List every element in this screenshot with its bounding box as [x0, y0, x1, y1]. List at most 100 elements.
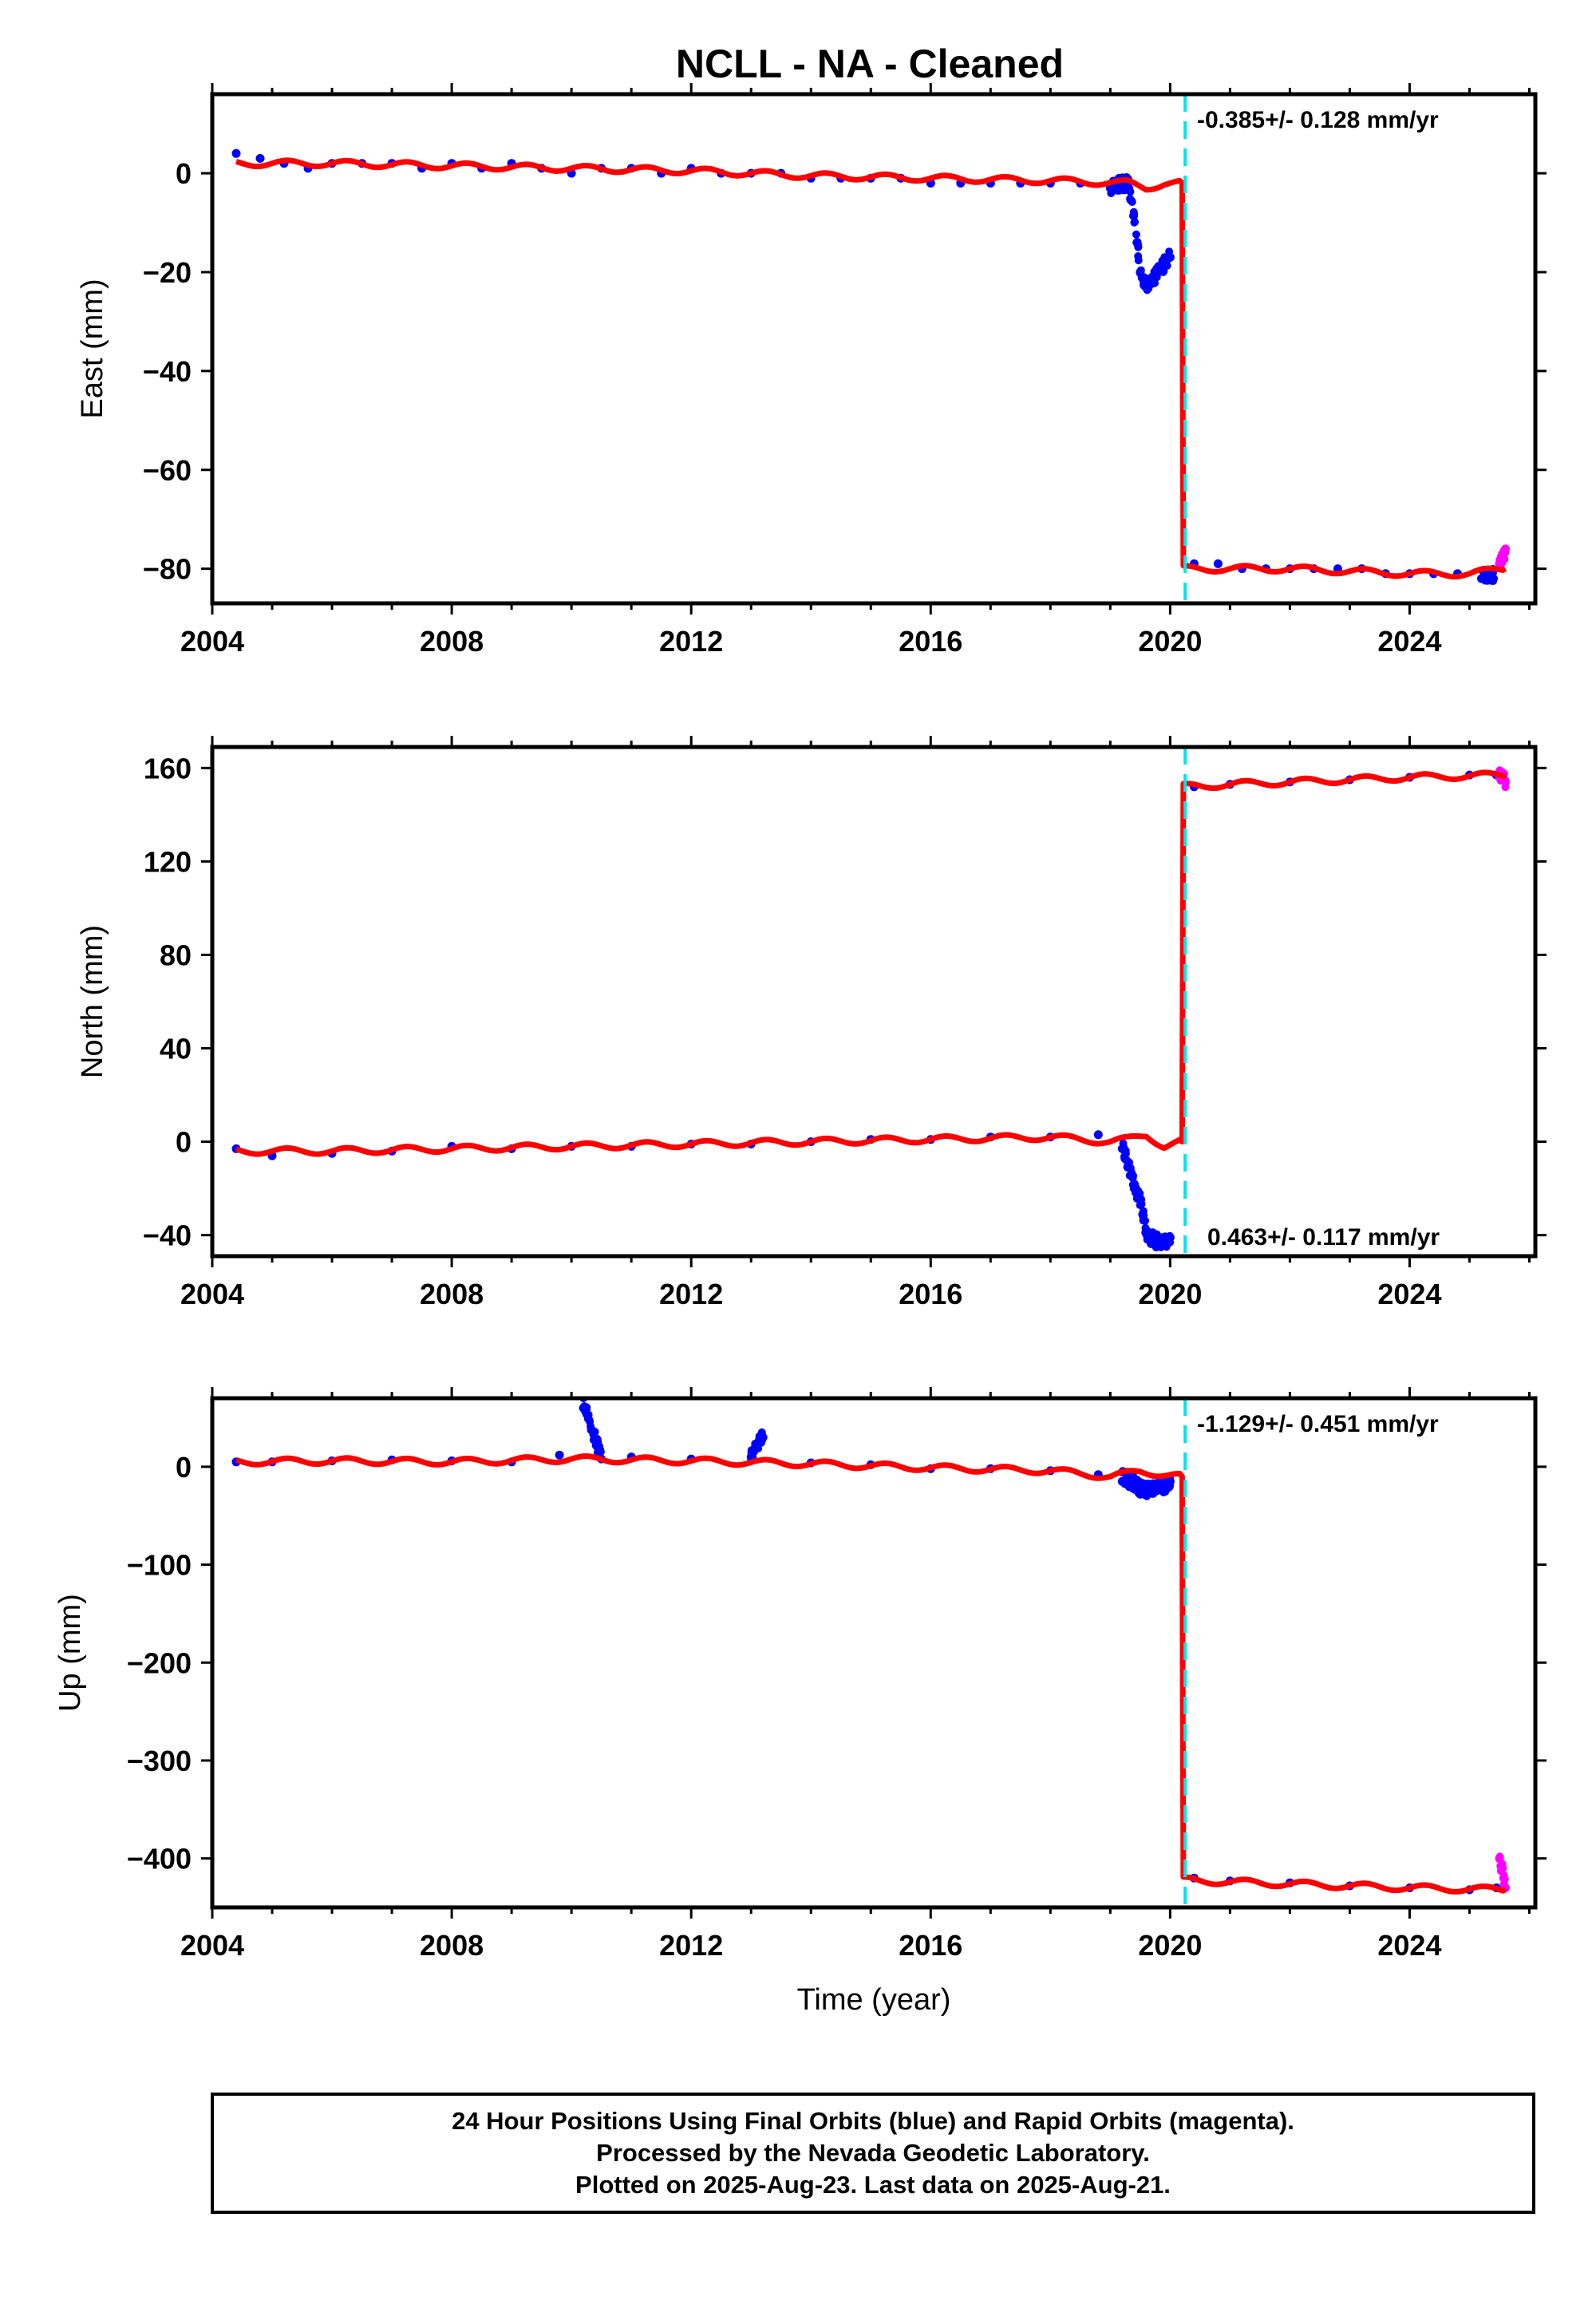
- x-tick-label: 2016: [899, 1278, 962, 1310]
- x-tick-label: 2004: [180, 1278, 244, 1310]
- data-point: [1162, 1243, 1171, 1251]
- x-tick-label: 2016: [899, 625, 962, 658]
- y-tick-label: −40: [143, 355, 192, 388]
- data-point: [555, 1450, 564, 1460]
- y-tick-label: 160: [144, 752, 192, 785]
- x-tick-label: 2008: [420, 1278, 484, 1310]
- data-point: [1093, 1130, 1103, 1140]
- x-tick-label: 2008: [420, 625, 484, 658]
- model-fit-line: [235, 769, 1507, 1157]
- y-axis-label: East (mm): [76, 279, 109, 418]
- x-tick-label: 2020: [1138, 625, 1202, 658]
- x-tick-label: 2004: [180, 1929, 244, 1962]
- data-point: [1495, 1854, 1504, 1863]
- data-point: [579, 1403, 588, 1413]
- y-tick-label: −100: [127, 1549, 192, 1582]
- data-point: [1136, 1196, 1145, 1205]
- y-tick-label: 80: [160, 939, 192, 971]
- plot-frame: [210, 745, 1538, 1259]
- y-tick-label: −60: [143, 454, 192, 487]
- data-point: [1140, 1211, 1148, 1219]
- y-tick-label: −200: [127, 1646, 192, 1679]
- velocity-rate-annotation: -0.385+/- 0.128 mm/yr: [1197, 107, 1439, 133]
- data-point: [1495, 559, 1504, 568]
- velocity-rate-annotation: -1.129+/- 0.451 mm/yr: [1197, 1411, 1439, 1437]
- data-point: [1120, 1152, 1129, 1160]
- data-point: [1132, 238, 1142, 247]
- x-tick-label: 2004: [180, 625, 244, 658]
- x-axis-label: Time (year): [797, 1983, 951, 2017]
- data-point: [1130, 211, 1139, 220]
- data-point: [1159, 1488, 1167, 1496]
- series-final-orbits: [231, 770, 1501, 1252]
- data-point: [1128, 196, 1136, 205]
- data-point: [1153, 263, 1163, 272]
- x-tick-label: 2024: [1377, 1929, 1441, 1962]
- data-point: [594, 1446, 602, 1455]
- data-point: [1117, 1476, 1127, 1486]
- y-tick-label: −20: [143, 256, 192, 289]
- data-point: [1141, 1226, 1151, 1235]
- y-tick-label: 40: [160, 1033, 192, 1065]
- series-final-orbits: [231, 148, 1498, 585]
- data-point: [1498, 1863, 1507, 1873]
- y-tick-label: 120: [144, 845, 192, 878]
- data-point: [1501, 777, 1510, 787]
- x-tick-label: 2012: [659, 1278, 723, 1310]
- y-tick-label: −300: [127, 1745, 192, 1777]
- velocity-rate-annotation: 0.463+/- 0.117 mm/yr: [1207, 1224, 1440, 1251]
- plot-frame: [210, 1396, 1538, 1910]
- data-point: [1114, 186, 1123, 195]
- x-tick-label: 2024: [1377, 1278, 1441, 1310]
- x-tick-label: 2008: [420, 1929, 484, 1962]
- data-point: [1165, 252, 1175, 262]
- data-point: [1129, 1184, 1139, 1193]
- series-rapid-orbits: [1495, 1852, 1510, 1892]
- data-point: [1136, 267, 1145, 277]
- x-tick-label: 2016: [899, 1929, 962, 1962]
- footer-caption: 24 Hour Positions Using Final Orbits (bl…: [211, 2093, 1535, 2214]
- y-tick-label: −80: [143, 553, 192, 586]
- x-tick-label: 2012: [659, 625, 723, 658]
- data-point: [1130, 218, 1139, 227]
- x-tick-label: 2024: [1377, 625, 1441, 658]
- data-point: [1132, 230, 1140, 239]
- series-rapid-orbits: [1495, 544, 1510, 568]
- data-point: [1489, 574, 1498, 583]
- data-point: [591, 1428, 599, 1437]
- data-point: [1499, 1872, 1508, 1881]
- footer-line: Plotted on 2025-Aug-23. Last data on 202…: [575, 2171, 1171, 2199]
- data-point: [1125, 1158, 1134, 1167]
- x-tick-label: 2012: [659, 1929, 723, 1962]
- data-point: [1141, 277, 1151, 287]
- footer-line: Processed by the Nevada Geodetic Laborat…: [596, 2139, 1150, 2167]
- y-tick-label: 0: [176, 1126, 192, 1159]
- data-point: [1165, 1233, 1175, 1243]
- panel-east: 2004 2008 2012 2016 2020 2024 −80 −60 −40 −20 0 Eas…: [76, 83, 1547, 658]
- data-point: [1136, 1484, 1145, 1493]
- model-fit-line: [235, 157, 1507, 580]
- data-point: [1153, 1480, 1163, 1489]
- y-tick-label: 0: [176, 1451, 192, 1484]
- data-point: [1124, 184, 1133, 193]
- x-tick-label: 2020: [1138, 1278, 1202, 1310]
- data-point: [593, 1434, 602, 1443]
- data-point: [1477, 574, 1486, 583]
- footer-line: 24 Hour Positions Using Final Orbits (bl…: [452, 2107, 1294, 2135]
- plot-frame: [210, 92, 1538, 606]
- figure-title: NCLL - NA - Cleaned: [676, 41, 1064, 86]
- panel-north: 2004 2008 2012 2016 2020 2024 −40 0 40 80 120 160 No…: [76, 736, 1547, 1310]
- data-point: [1128, 1168, 1136, 1177]
- data-point: [1501, 544, 1510, 554]
- data-point: [1117, 1144, 1127, 1153]
- data-point: [1159, 258, 1169, 267]
- data-point: [255, 154, 265, 163]
- x-tick-label: 2020: [1138, 1929, 1202, 1962]
- panel-up: 2004 2008 2012 2016 2020 2024 −400 −300 −200 −100…: [53, 1387, 1547, 2017]
- data-point: [1165, 1476, 1175, 1486]
- data-point: [1134, 256, 1143, 265]
- data-point: [758, 1433, 768, 1442]
- data-point: [1143, 1484, 1152, 1492]
- model-fit-line: [235, 1453, 1507, 1895]
